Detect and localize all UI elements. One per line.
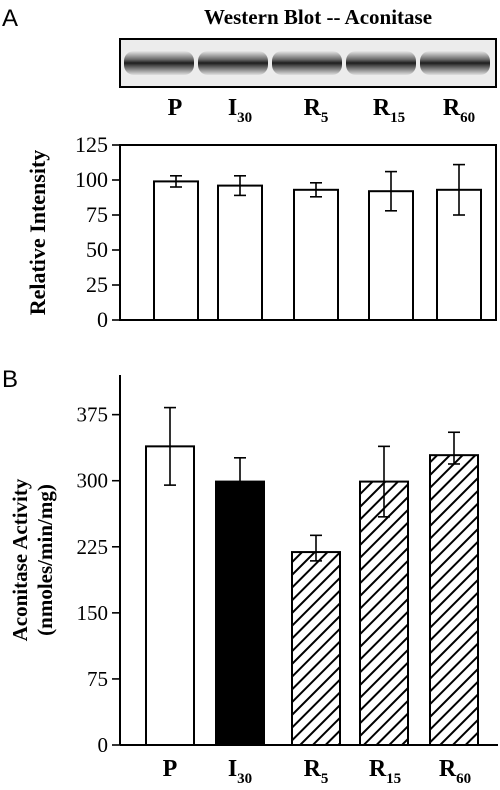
- category-label: R5: [304, 756, 329, 787]
- bar: [291, 551, 341, 746]
- y-tick-label: 125: [75, 132, 108, 157]
- y-tick-label: 225: [77, 535, 109, 559]
- chart-aconitase-activity: 0 75 150 225 300 375 Aconitase Activity (nmoles…: [8, 375, 498, 757]
- y-tick-label: 0: [98, 733, 109, 757]
- lane-label: R15: [373, 95, 405, 126]
- y-tick-label: 150: [77, 601, 109, 625]
- category-label: P: [163, 756, 178, 782]
- y-tick-label: 0: [97, 307, 108, 332]
- bar: [217, 184, 263, 321]
- blot-band: [198, 51, 268, 75]
- chart-relative-intensity: 0 25 50 75 100 125 Relative Intensity: [25, 132, 497, 332]
- y-tick-label: 75: [87, 667, 108, 691]
- blot-band: [124, 51, 194, 75]
- y-tick-label: 75: [86, 202, 108, 227]
- y-tick-label: 50: [86, 237, 108, 262]
- y-axis-label: Aconitase Activity: [8, 478, 32, 641]
- blot-band: [420, 51, 490, 75]
- lane-label: R60: [443, 95, 475, 126]
- chart-b-category-labels: P I30 R5 R15 R60: [163, 756, 472, 787]
- lane-label: P: [168, 95, 183, 121]
- bar: [215, 480, 265, 746]
- category-label: I30: [228, 756, 252, 787]
- lane-label: I30: [228, 95, 252, 126]
- panel-b-letter: B: [2, 366, 18, 393]
- y-tick-label: 300: [77, 469, 109, 493]
- category-label: R15: [369, 756, 401, 787]
- category-label: R60: [439, 756, 471, 787]
- blot-lane-labels: P I30 R5 R15 R60: [168, 95, 476, 126]
- bar: [145, 445, 195, 746]
- y-tick-label: 25: [86, 272, 108, 297]
- panel-a-letter: A: [2, 5, 18, 32]
- bar: [429, 454, 479, 746]
- blot-title: Western Blot -- Aconitase: [204, 5, 432, 29]
- western-blot-image: [119, 38, 497, 88]
- blot-band: [346, 51, 416, 75]
- bar: [293, 188, 339, 321]
- bar: [359, 480, 409, 746]
- y-tick-label: 375: [77, 403, 109, 427]
- y-tick-label: 100: [75, 167, 108, 192]
- y-axis-label: Relative Intensity: [25, 150, 50, 316]
- blot-band: [272, 51, 342, 75]
- y-axis-label: (nmoles/min/mg): [33, 484, 57, 636]
- bar: [153, 180, 199, 321]
- lane-label: R5: [304, 95, 329, 126]
